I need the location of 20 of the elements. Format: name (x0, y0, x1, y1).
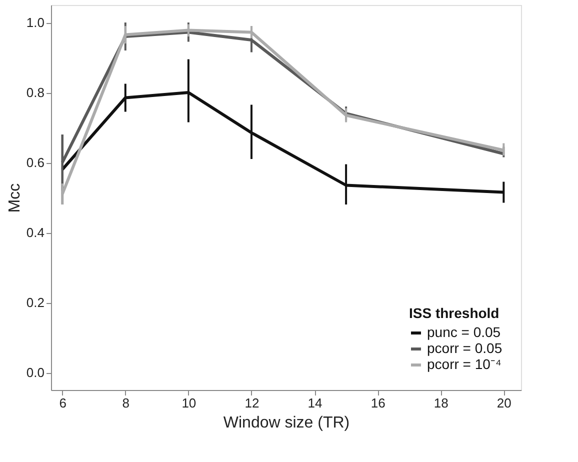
x-tick-label: 16 (370, 396, 386, 410)
y-tick-label: 0.8 (26, 85, 44, 100)
legend-label: pcorr = 10⁻⁴ (427, 356, 502, 372)
y-tick-label: 0.0 (26, 365, 44, 380)
x-tick-label: 12 (244, 396, 260, 410)
y-tick-label: 1.0 (26, 15, 44, 30)
x-tick-label: 20 (496, 396, 512, 410)
x-tick-label: 8 (122, 396, 130, 410)
legend-title: ISS threshold (409, 305, 500, 321)
y-axis-title: Mcc (6, 183, 24, 213)
x-tick-label: 6 (59, 396, 66, 410)
y-tick-label: 0.6 (26, 155, 44, 170)
y-tick-label: 0.4 (26, 225, 44, 240)
x-tick-label: 10 (182, 396, 196, 410)
x-tick-label: 18 (434, 396, 448, 410)
x-axis-title: Window size (TR) (223, 414, 350, 432)
y-tick-label: 0.2 (26, 295, 44, 310)
x-tick-label: 14 (308, 396, 322, 410)
legend-label: pcorr = 0.05 (427, 340, 502, 356)
legend-label: punc = 0.05 (427, 324, 501, 340)
